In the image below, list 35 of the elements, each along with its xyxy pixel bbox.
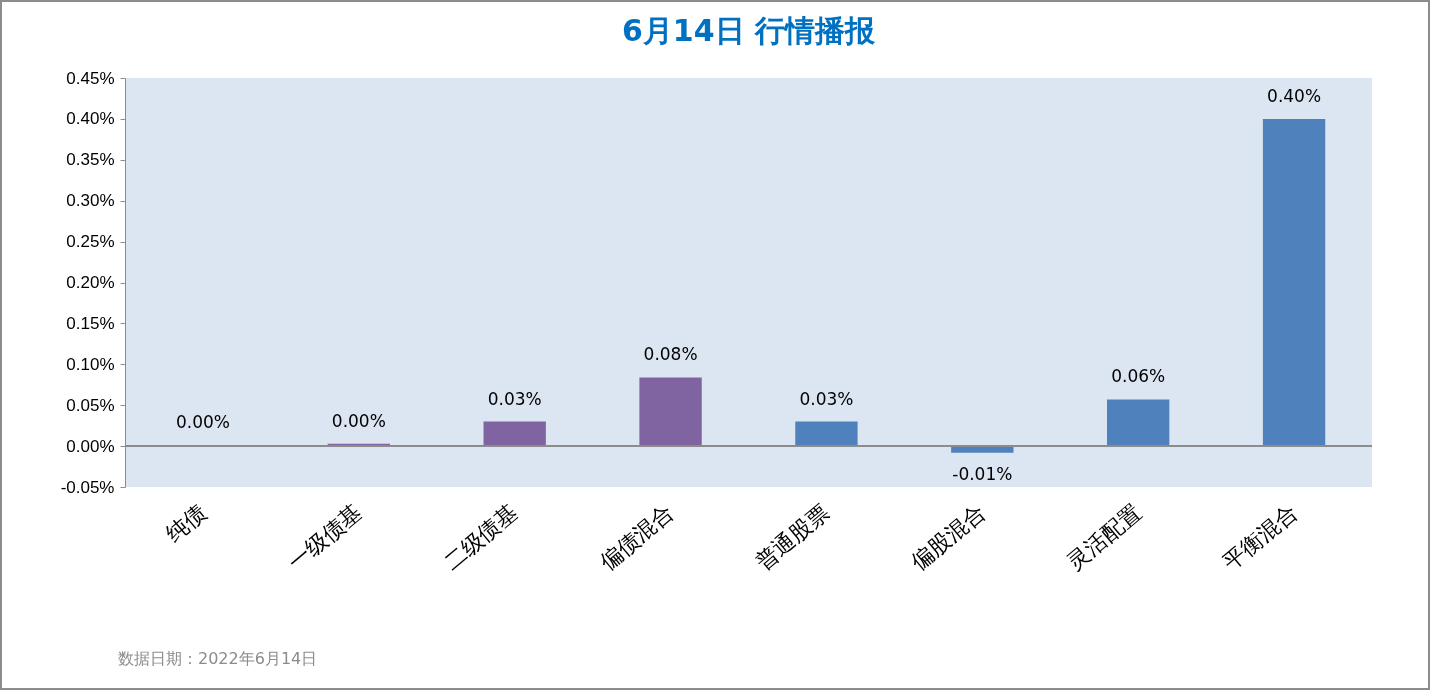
chart-title: 6月14日 行情播报 — [621, 13, 877, 48]
bar — [1107, 399, 1170, 447]
x-tick-label: 灵活配置 — [1062, 499, 1146, 576]
y-tick-label: 0.20% — [66, 273, 115, 292]
data-label: 0.08% — [643, 344, 698, 365]
y-tick-label: 0.30% — [66, 191, 115, 211]
x-tick-label: 纯债 — [160, 499, 211, 547]
x-tick-label: 普通股票 — [750, 499, 835, 576]
x-tick-label: 一级债基 — [283, 499, 367, 576]
data-label: 0.00% — [175, 412, 230, 433]
bar — [1262, 118, 1326, 447]
x-tick-label: 偏股混合 — [906, 499, 991, 576]
y-tick-label: 0.15% — [66, 313, 115, 333]
y-tick-label: 0.45% — [66, 68, 115, 88]
y-tick-label: -0.05% — [60, 477, 115, 497]
data-label: 0.03% — [487, 388, 542, 409]
x-tick-label: 二级债基 — [438, 499, 523, 576]
bar — [795, 421, 858, 447]
y-tick-label: 0.25% — [66, 232, 115, 252]
y-tick-label: 0.40% — [66, 109, 115, 129]
data-label: 0.06% — [1111, 366, 1166, 387]
y-tick-label: 0.05% — [66, 395, 115, 415]
y-tick-label: 0.10% — [66, 354, 115, 374]
text: 数据日期：2022年6月14日 — [118, 648, 318, 670]
data-label: 0.00% — [331, 410, 386, 431]
x-tick-label: 偏债混合 — [594, 499, 679, 576]
y-tick-label: 0.35% — [66, 150, 115, 170]
x-tick-label: 平衡混合 — [1218, 499, 1302, 576]
data-label: 0.40% — [1267, 85, 1322, 106]
y-tick-label: 0.00% — [66, 436, 115, 456]
bar — [639, 377, 702, 447]
data-label: 0.03% — [799, 388, 854, 409]
bar — [483, 421, 546, 447]
bar — [951, 446, 1014, 453]
data-label: -0.01% — [952, 463, 1013, 484]
